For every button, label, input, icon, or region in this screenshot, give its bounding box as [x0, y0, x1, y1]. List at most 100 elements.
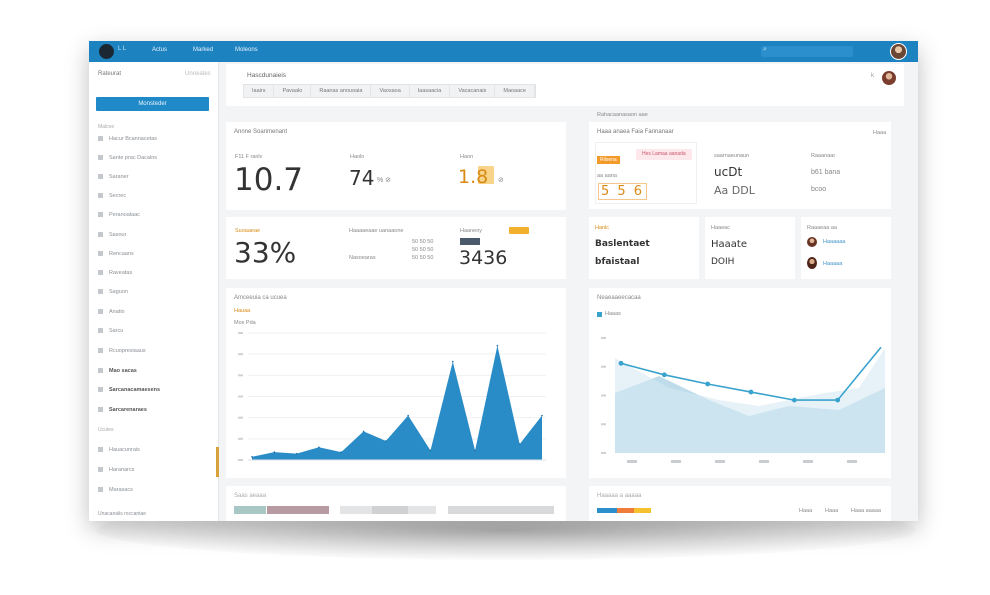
tab[interactable]: Vaosaoa [371, 85, 410, 97]
menu-item-icon [98, 309, 103, 315]
nav-item-2[interactable]: Marked [193, 47, 214, 53]
chart-subtitle: Mox Pda [234, 320, 256, 326]
x-tick-label [759, 460, 769, 463]
area-band [615, 348, 885, 453]
chart-legend: Hauaa [234, 308, 251, 314]
sidebar-item[interactable]: Secrec [98, 193, 126, 199]
data-point [451, 360, 454, 363]
tab[interactable]: Iaasaacia [410, 85, 451, 97]
sidebar-item[interactable]: Saraner [98, 174, 129, 180]
sidebar-scrollbar[interactable] [216, 447, 219, 477]
tab[interactable]: Raanas anouoaia [311, 85, 372, 97]
sidebar-item-label: Peranoalaac [109, 212, 140, 218]
sidebar-item[interactable]: Anatio [98, 309, 125, 315]
sidebar-footer[interactable]: Unacanalis roccantae [98, 511, 147, 517]
nav-item-3[interactable]: Moleons [235, 47, 258, 53]
stat-value: 1.8 [458, 166, 489, 188]
sidebar-item-label: Anatio [109, 309, 125, 315]
menu-item-icon [98, 348, 103, 354]
mini-card-header: Hanlc [595, 225, 610, 231]
chart-header: Neaeaaeecacaa [597, 295, 641, 301]
y-tick [238, 416, 243, 419]
sidebar-primary-button[interactable]: Monsteder [96, 97, 209, 111]
mini-card-value: bfaistaal [595, 257, 640, 267]
data-point [474, 449, 476, 452]
sidebar-section-header: Ucutes [98, 427, 114, 433]
sidebar-item[interactable]: Hacur Bcannacetas [98, 136, 157, 142]
right-subcard: Rilsena Hes Lamaa aanada aa aana 5 5 6 [595, 142, 697, 204]
data-point [496, 344, 499, 347]
progress-segment [372, 506, 408, 514]
data-point [295, 452, 298, 455]
menu-item-icon [98, 136, 103, 142]
metric-label: saarnaeunaun [714, 153, 750, 159]
bottom-label: Haaa [825, 508, 839, 514]
tab[interactable]: Iaairs [244, 85, 275, 97]
bottom-header: Saas aeaaa [234, 493, 267, 499]
area-series [252, 345, 542, 460]
right-panel-action[interactable]: Haaa [873, 130, 887, 136]
mini-card-value: DOIH [711, 257, 735, 267]
contact-name[interactable]: Haaaaa [823, 261, 843, 267]
sidebar-item[interactable]: Sarcarenaraes [98, 407, 147, 413]
mini-card-header: Haaeac [711, 225, 730, 231]
sidebar-header-right[interactable]: Unreiates [185, 71, 211, 77]
nav-item-1[interactable]: Actus [152, 47, 168, 53]
data-point [318, 446, 320, 449]
stats-header: Annne Soanmenant [234, 129, 288, 135]
sidebar-item-label: Marasacs [109, 487, 133, 493]
sidebar-item[interactable]: Rcuopresiaaus [98, 348, 146, 354]
sidebar-item[interactable]: Marasacs [98, 487, 133, 493]
sidebar-item[interactable]: Sasour [98, 232, 126, 238]
stat-label: Haoln [350, 154, 365, 160]
sidebar-item[interactable]: Mao sacas [98, 368, 137, 374]
sidebar-item[interactable]: Sarcu [98, 328, 123, 334]
sidebar-item[interactable]: Haranarcs [98, 467, 134, 473]
search-input[interactable] [761, 46, 853, 57]
data-point [661, 372, 667, 378]
legend-swatch [597, 312, 602, 317]
sidebar-item[interactable]: Hauacunrais [98, 447, 140, 453]
progress-segment [234, 506, 266, 514]
right-panel-caption: Rahacaanasaon aae [597, 112, 648, 118]
sidebar-item-label: Raveatas [109, 270, 133, 276]
progress-segment [634, 508, 651, 513]
data-point [705, 381, 711, 387]
sidebar-item[interactable]: Raveatas [98, 270, 132, 276]
tab[interactable]: Pavaalo [274, 85, 312, 97]
contact-name[interactable]: Haaaaaa [823, 239, 846, 245]
tab[interactable]: Maoaace [495, 85, 535, 97]
sidebar-item[interactable]: Rencaans [98, 251, 134, 257]
sidebar-item-label: Saguon [109, 289, 128, 295]
menu-item-icon [98, 387, 103, 393]
sidebar-item[interactable]: Sarcanacamaesens [98, 387, 160, 393]
stat-label: Haon [460, 154, 474, 160]
metric-value: ucDt [714, 165, 743, 179]
mini-card-value: Baslentaet [595, 239, 650, 249]
sidebar-item-label: Hauacunrais [109, 447, 140, 453]
stat-suffix: ⊘ [498, 177, 504, 184]
metric-value: b61 bana [811, 169, 841, 176]
percent-card: Suoaaeae 33% Haaaaeaae uanaaone Nasoeara… [226, 217, 566, 279]
small-label: Haaneoy [460, 228, 483, 234]
metric-value: Aa DDL [714, 184, 755, 197]
y-tick [238, 353, 243, 356]
sidebar-item[interactable]: Sante prac Dacalns [98, 155, 157, 161]
sidebar-item-label: Sante prac Dacalns [109, 155, 157, 161]
menu-item-icon [98, 467, 103, 473]
x-tick-label [715, 460, 725, 463]
menu-item-icon [98, 174, 103, 180]
stats-card: Annne Soanmenant F11 F ranlv 10.7 Haoln … [226, 122, 566, 210]
sidebar-item[interactable]: Peranoalaac [98, 212, 140, 218]
contact-avatar[interactable] [807, 257, 817, 269]
user-avatar[interactable] [890, 43, 907, 60]
user-menu-label[interactable]: k [871, 73, 874, 79]
right-mini-card: Hanlc Baslentaet bfaistaal [589, 217, 699, 279]
contact-avatar[interactable] [807, 237, 817, 247]
sidebar-item[interactable]: Saguon [98, 289, 128, 295]
data-point [518, 443, 521, 445]
menu-item-icon [98, 155, 103, 161]
tab[interactable]: Vacacanais [450, 85, 496, 97]
data-point [541, 414, 543, 417]
page-user-avatar[interactable] [882, 71, 896, 85]
